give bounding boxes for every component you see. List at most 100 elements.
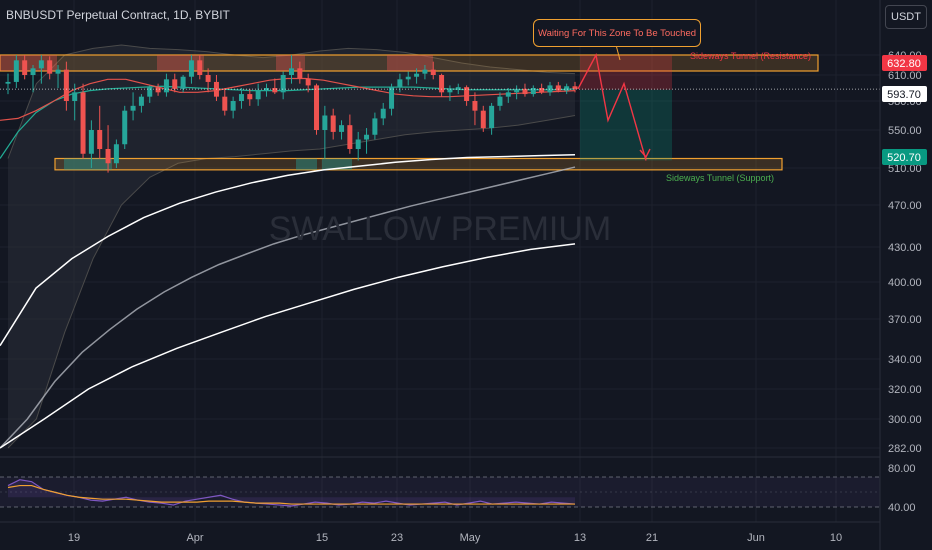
candle-body bbox=[188, 60, 194, 77]
candle-body bbox=[572, 86, 578, 89]
x-tick-label: 23 bbox=[391, 532, 403, 544]
rsi-fill bbox=[8, 479, 575, 507]
candle-body bbox=[555, 85, 561, 91]
candle-body bbox=[72, 92, 78, 101]
candle-body bbox=[372, 118, 378, 135]
candle-body bbox=[514, 88, 520, 93]
candle-body bbox=[38, 60, 44, 69]
candle-body bbox=[355, 139, 361, 149]
price-badge-support-text: 520.70 bbox=[887, 152, 921, 164]
candle-body bbox=[480, 110, 486, 129]
candle-body bbox=[222, 96, 228, 111]
y-tick-label: 320.00 bbox=[888, 384, 922, 396]
x-tick-label: 13 bbox=[574, 532, 586, 544]
resistance-label: Sideways Tunnel (Resistance) bbox=[690, 51, 811, 61]
candle-body bbox=[47, 60, 53, 74]
candle-body bbox=[238, 94, 244, 101]
candles bbox=[0, 55, 880, 173]
ma-line-4 bbox=[0, 243, 576, 449]
y-tick-label: 470.00 bbox=[888, 200, 922, 212]
rsi-tick-label: 80.00 bbox=[888, 463, 916, 475]
y-tick-label: 300.00 bbox=[888, 414, 922, 426]
x-tick-label: 15 bbox=[316, 532, 328, 544]
candle-body bbox=[197, 60, 203, 75]
candle-body bbox=[364, 134, 370, 140]
callout-box: Waiting For This Zone To Be Touched bbox=[533, 19, 701, 47]
resistance-touch bbox=[387, 55, 433, 71]
candle-body bbox=[163, 79, 169, 93]
candle-body bbox=[505, 92, 511, 97]
candle-body bbox=[113, 144, 119, 164]
candle-body bbox=[422, 69, 428, 74]
candle-body bbox=[464, 87, 470, 101]
candle-body bbox=[22, 60, 28, 75]
candle-body bbox=[205, 75, 211, 82]
callout-pointer bbox=[615, 44, 621, 61]
candle-body bbox=[147, 87, 153, 97]
moving-averages bbox=[0, 77, 576, 449]
y-tick-label: 370.00 bbox=[888, 314, 922, 326]
rsi-tick-label: 40.00 bbox=[888, 502, 916, 514]
ma-line-2 bbox=[0, 166, 576, 449]
resistance-touch bbox=[276, 55, 305, 71]
candle-body bbox=[314, 85, 320, 130]
candle-body bbox=[397, 79, 403, 88]
candle-body bbox=[263, 88, 269, 91]
price-badge-current: 593.70 bbox=[882, 86, 927, 102]
zones bbox=[0, 54, 819, 171]
projection-line bbox=[577, 52, 647, 161]
candle-body bbox=[230, 101, 236, 111]
ma-line-0 bbox=[0, 85, 576, 159]
resistance-touch bbox=[157, 55, 204, 71]
support-touch bbox=[64, 158, 112, 170]
y-tick-label: 400.00 bbox=[888, 277, 922, 289]
candle-body bbox=[380, 108, 386, 119]
ma-line-1 bbox=[0, 77, 576, 121]
candle-body bbox=[247, 94, 253, 100]
projection-arrowhead bbox=[639, 148, 651, 159]
price-badge-resistance: 632.80 bbox=[882, 55, 927, 71]
x-tick-label: Jun bbox=[747, 532, 765, 544]
y-tick-label: 340.00 bbox=[888, 354, 922, 366]
x-tick-label: Apr bbox=[186, 532, 203, 544]
y-tick-label: 282.00 bbox=[888, 443, 922, 455]
candle-body bbox=[430, 69, 436, 75]
candle-body bbox=[180, 76, 186, 89]
x-tick-label: 10 bbox=[830, 532, 842, 544]
candle-body bbox=[347, 125, 353, 149]
x-tick-label: 19 bbox=[68, 532, 80, 544]
candle-body bbox=[13, 60, 19, 82]
candle-body bbox=[489, 105, 495, 129]
candle-body bbox=[472, 101, 478, 111]
candle-body bbox=[297, 68, 303, 79]
y-tick-label: 510.00 bbox=[888, 163, 922, 175]
candle-body bbox=[122, 110, 128, 145]
candle-body bbox=[405, 76, 411, 80]
candle-body bbox=[55, 69, 61, 74]
candle-body bbox=[97, 130, 103, 149]
x-tick-label: 21 bbox=[646, 532, 658, 544]
currency-unit-button[interactable]: USDT bbox=[885, 5, 927, 29]
candle-body bbox=[80, 92, 86, 154]
reward-box bbox=[580, 89, 672, 161]
y-tick-label: 550.00 bbox=[888, 125, 922, 137]
y-tick-label: 430.00 bbox=[888, 242, 922, 254]
band-lower-line bbox=[7, 115, 576, 449]
candle-body bbox=[30, 68, 36, 75]
price-badge-current-text: 593.70 bbox=[887, 89, 921, 101]
candle-body bbox=[272, 88, 278, 93]
projection-path bbox=[577, 44, 651, 161]
candle-body bbox=[330, 115, 336, 132]
candle-body bbox=[322, 115, 328, 130]
candle-body bbox=[172, 79, 178, 89]
candle-body bbox=[5, 81, 11, 84]
rsi-panel bbox=[0, 476, 880, 508]
candle-body bbox=[289, 68, 294, 75]
x-tick-label: May bbox=[460, 532, 481, 544]
candle-body bbox=[305, 78, 311, 86]
y-tick-label: 610.00 bbox=[888, 70, 922, 82]
candle-body bbox=[522, 88, 528, 95]
candle-body bbox=[455, 87, 461, 89]
